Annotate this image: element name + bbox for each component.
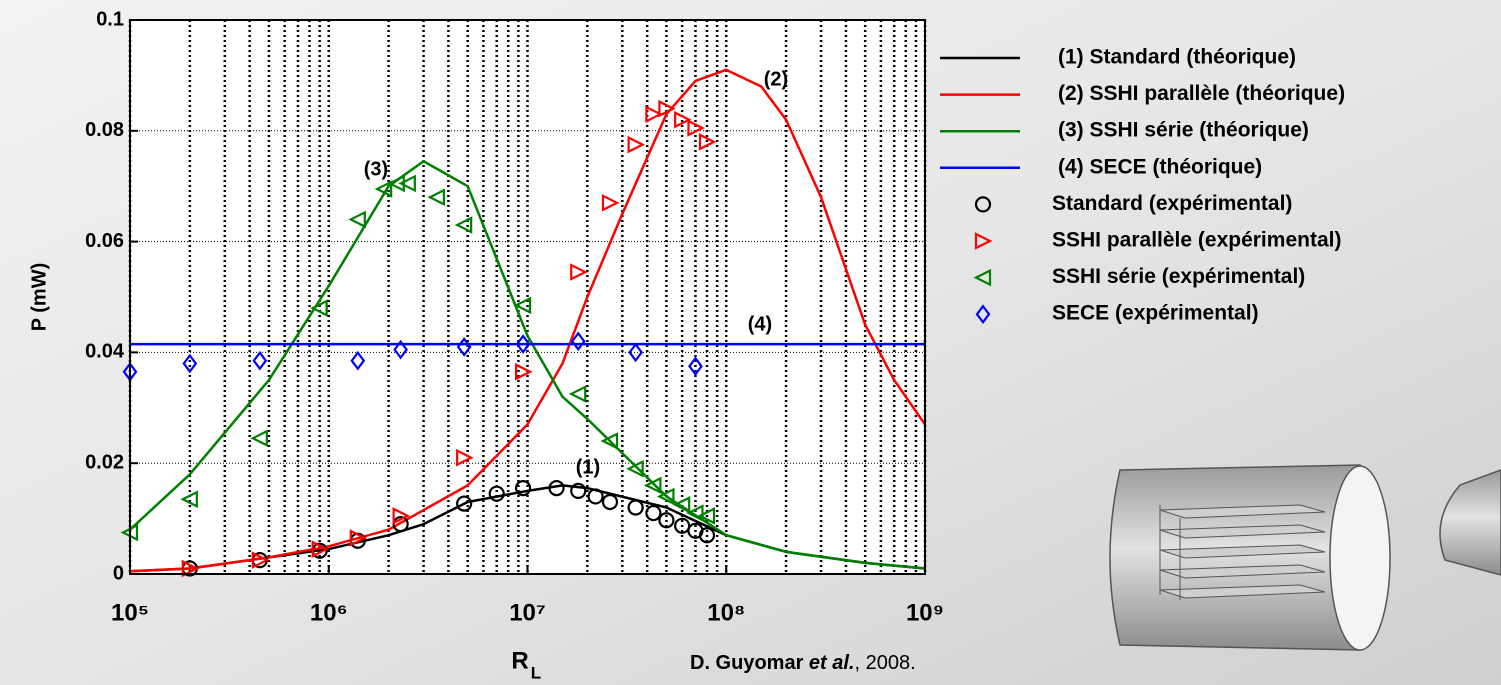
grid: [128, 19, 927, 575]
data-point: [392, 516, 409, 533]
device-illustration: [1109, 464, 1501, 651]
data-point: [658, 512, 675, 529]
data-point: [456, 448, 474, 467]
x-tick-label: 10⁹: [906, 599, 944, 626]
data-point: [514, 480, 532, 497]
data-point: [627, 135, 646, 154]
data-point: [568, 385, 587, 403]
data-point: [658, 99, 676, 118]
data-point: [180, 490, 198, 508]
y-tick-label: 0.1: [96, 8, 124, 30]
data-point: [674, 110, 692, 129]
data-point: [570, 331, 586, 352]
x-tick-label: 10⁶: [310, 599, 348, 626]
legend-label: SSHI série (expérimental): [1052, 265, 1305, 288]
data-point: [250, 429, 268, 448]
data-point: [628, 342, 644, 363]
data-point: [698, 133, 717, 151]
data-point: [392, 507, 411, 525]
data-point: [387, 174, 405, 193]
data-point: [456, 495, 473, 512]
data-point: [182, 353, 198, 374]
legend-label: (1) Standard (théorique): [1058, 46, 1296, 69]
legend-label: SSHI parallèle (expérimental): [1052, 229, 1341, 252]
data-point: [570, 482, 587, 499]
data-point: [601, 194, 620, 212]
source-part: D. Guyomar: [690, 652, 809, 674]
annotation: (3): [364, 158, 388, 180]
y-axis-label: P (mW): [28, 263, 50, 332]
data-layer: [120, 68, 927, 578]
source-part: et al.: [809, 652, 855, 674]
y-tick-label: 0: [113, 562, 124, 584]
data-point: [311, 540, 330, 558]
source: D. Guyomar et al., 2008.: [690, 652, 916, 674]
y-tick-label: 0.06: [85, 230, 124, 252]
series-line: [129, 68, 927, 573]
data-point: [348, 210, 366, 229]
y-tick-label: 0.02: [85, 451, 124, 473]
legend-label: (4) SECE (théorique): [1058, 155, 1262, 178]
data-point: [601, 493, 619, 511]
data-point: [488, 485, 505, 502]
data-point: [688, 356, 703, 377]
data-point: [687, 119, 705, 137]
legend-swatch: [974, 232, 993, 250]
x-tick-label: 10⁵: [111, 599, 149, 626]
legend: (1) Standard (théorique) (2) SSHI parallè…: [940, 46, 1345, 325]
data-point: [310, 299, 328, 317]
x-axis-label-subscript: L: [531, 663, 541, 682]
data-point: [456, 337, 472, 357]
data-point: [698, 527, 716, 544]
data-point: [398, 174, 416, 193]
annotation: (2): [764, 68, 788, 90]
data-point: [513, 296, 532, 315]
legend-label: SECE (expérimental): [1052, 302, 1259, 325]
legend-swatch: [973, 268, 992, 287]
data-point: [587, 488, 604, 505]
y-tick-label: 0.08: [85, 119, 124, 141]
legend-swatch: [974, 196, 992, 213]
x-axis-label: R: [511, 647, 528, 674]
data-point: [427, 188, 445, 207]
data-point: [374, 180, 393, 198]
data-point: [697, 507, 716, 525]
data-point: [514, 363, 533, 381]
data-point: [656, 487, 675, 506]
annotation: (1): [576, 456, 600, 478]
data-point: [515, 334, 531, 354]
data-point: [600, 432, 619, 450]
data-point: [251, 551, 270, 569]
x-tick-label: 10⁸: [707, 599, 745, 626]
data-point: [645, 504, 662, 522]
data-point: [349, 529, 368, 547]
series-line: [129, 160, 926, 570]
x-tick-label: 10⁷: [509, 599, 546, 626]
legend-label: (3) SSHI série (théorique): [1058, 119, 1309, 142]
data-point: [393, 339, 409, 360]
legend-swatch: [975, 304, 991, 325]
legend-label: Standard (expérimental): [1052, 192, 1292, 215]
data-point: [627, 499, 644, 516]
annotation: (4): [748, 313, 772, 335]
data-point: [350, 350, 366, 371]
data-point: [454, 216, 473, 234]
data-point: [181, 559, 200, 578]
plot-frame: [129, 19, 926, 575]
source-part: , 2008.: [855, 652, 916, 674]
data-point: [643, 476, 662, 495]
data-point: [626, 459, 644, 478]
data-point: [645, 105, 663, 123]
data-point: [686, 504, 704, 522]
data-point: [672, 495, 691, 514]
data-point: [570, 263, 588, 281]
y-tick-label: 0.04: [85, 341, 125, 363]
legend-label: (2) SSHI parallèle (théorique): [1058, 82, 1345, 105]
data-point: [252, 350, 268, 371]
data-point: [548, 480, 565, 497]
